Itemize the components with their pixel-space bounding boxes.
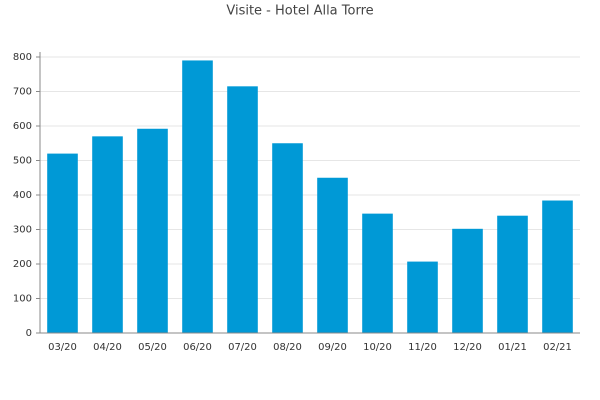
y-tick-label: 700 [13,87,32,98]
bar [272,143,303,333]
y-tick-label: 400 [13,190,32,201]
bar [227,86,258,333]
bar [182,60,213,333]
bar [497,215,528,333]
x-tick-label: 04/20 [93,342,122,353]
x-tick-label: 12/20 [453,342,482,353]
x-tick-label: 02/21 [543,342,572,353]
x-tick-label: 08/20 [273,342,302,353]
bar [47,153,78,333]
bar [92,136,123,333]
x-tick-label: 01/21 [498,342,527,353]
y-tick-label: 500 [13,156,32,167]
bar [317,177,348,333]
bar [407,261,438,333]
y-tick-label: 0 [26,328,32,339]
chart-title: Visite - Hotel Alla Torre [226,4,373,19]
x-tick-label: 06/20 [183,342,212,353]
y-tick-label: 300 [13,225,32,236]
x-tick-label: 03/20 [48,342,77,353]
bar [452,228,483,333]
x-tick-label: 10/20 [363,342,392,353]
y-tick-label: 800 [13,52,32,63]
y-tick-label: 200 [13,259,32,270]
bar [137,128,168,333]
x-tick-label: 05/20 [138,342,167,353]
bar [542,200,573,333]
x-tick-label: 11/20 [408,342,437,353]
y-tick-label: 600 [13,121,32,132]
x-tick-label: 07/20 [228,342,257,353]
x-tick-label: 09/20 [318,342,347,353]
y-tick-label: 100 [13,294,32,305]
bar [362,213,393,333]
